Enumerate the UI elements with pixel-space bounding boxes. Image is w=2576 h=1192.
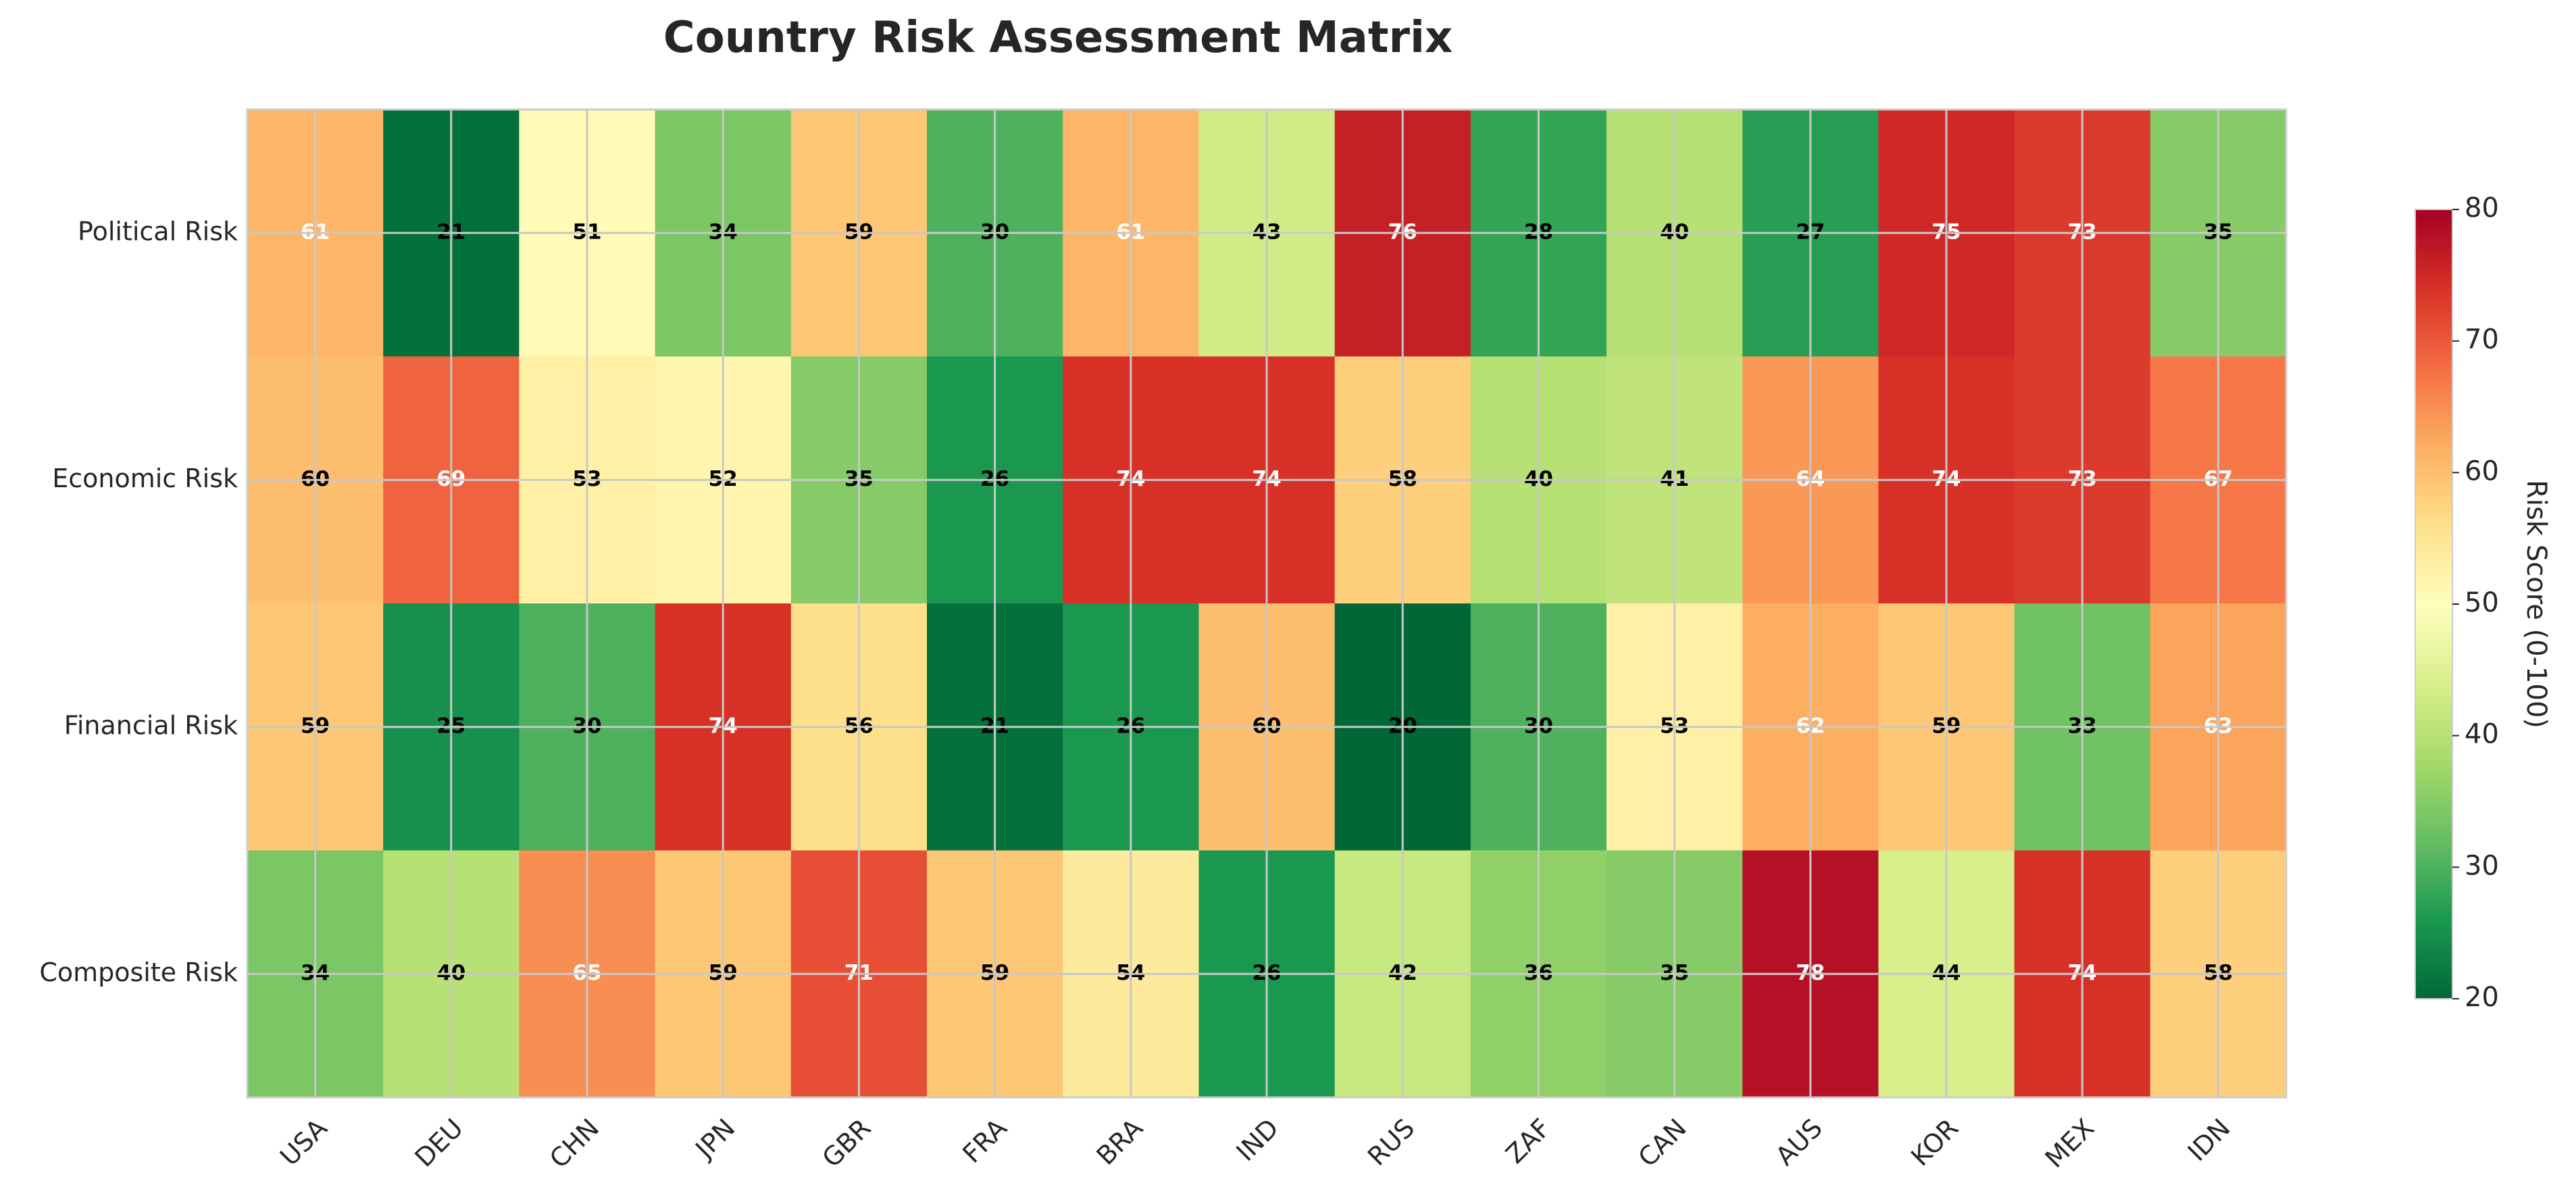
colorbar-tick-label: 80 xyxy=(2465,193,2499,224)
colorbar-ticks: 20 30 40 50 60 70 80 xyxy=(2452,193,2499,1013)
column-label: IND xyxy=(1230,1113,1284,1167)
colorbar: 20 30 40 50 60 70 80 Risk Score (0-100) xyxy=(2415,193,2552,1013)
column-label: FRA xyxy=(957,1113,1013,1169)
row-label: Composite Risk xyxy=(39,958,238,987)
colorbar-gradient xyxy=(2415,209,2453,999)
colorbar-tick-label: 50 xyxy=(2465,587,2499,618)
column-label: KOR xyxy=(1905,1113,1964,1172)
colorbar-tick-label: 40 xyxy=(2465,719,2499,750)
column-label: MEX xyxy=(2040,1113,2100,1174)
colorbar-tick-label: 60 xyxy=(2465,455,2499,487)
column-label: USA xyxy=(274,1113,333,1172)
row-label: Economic Risk xyxy=(52,464,238,493)
column-label: RUS xyxy=(1362,1113,1421,1172)
column-label: IDN xyxy=(2182,1113,2236,1167)
colorbar-tick-label: 20 xyxy=(2465,982,2499,1013)
row-label: Financial Risk xyxy=(64,710,238,740)
column-label: DEU xyxy=(409,1113,469,1172)
colorbar-tick-label: 30 xyxy=(2465,850,2499,881)
column-label: BRA xyxy=(1090,1113,1148,1171)
row-label: Political Risk xyxy=(78,216,238,246)
column-label: ZAF xyxy=(1500,1113,1556,1169)
column-label: CAN xyxy=(1632,1113,1692,1172)
column-label: JPN xyxy=(689,1113,741,1165)
colorbar-tick-label: 70 xyxy=(2465,324,2499,355)
column-label: AUS xyxy=(1770,1113,1828,1171)
row-labels: Political Risk Economic Risk Financial Ris… xyxy=(39,216,238,987)
chart-title: Country Risk Assessment Matrix xyxy=(663,13,1453,63)
grid-lines xyxy=(247,109,2286,1097)
column-labels: USA DEU CHN JPN GBR FRA BRA IND RUS ZAF CAN AUS KOR M… xyxy=(274,1113,2236,1174)
column-label: CHN xyxy=(544,1113,605,1174)
colorbar-label: Risk Score (0-100) xyxy=(2521,480,2552,728)
column-label: GBR xyxy=(817,1113,877,1173)
plot-frame xyxy=(246,108,2288,1099)
